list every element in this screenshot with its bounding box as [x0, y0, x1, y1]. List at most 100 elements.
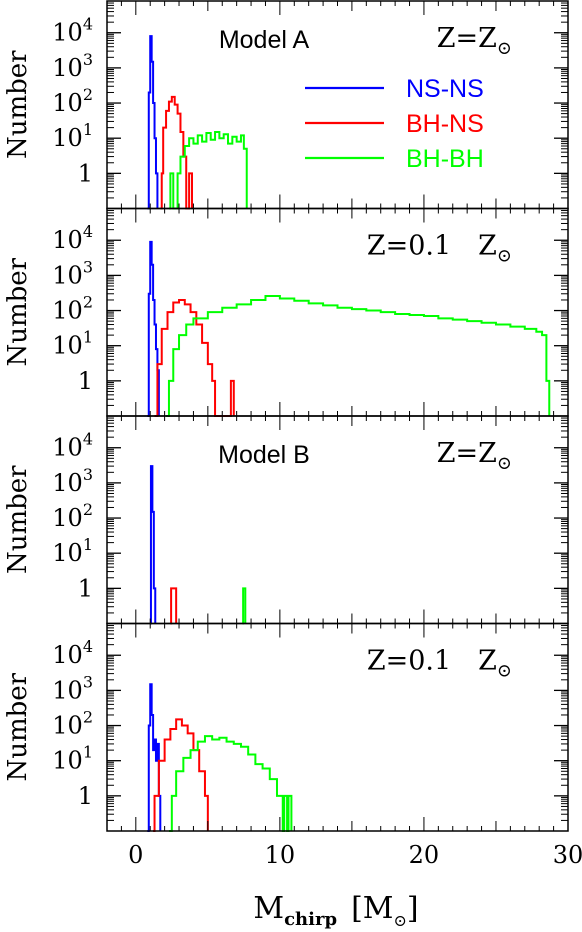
- y-axis-label: Number: [3, 465, 33, 574]
- y-axis-label: Number: [3, 672, 33, 781]
- legend-label-ns-ns: NS-NS: [406, 75, 484, 103]
- x-axis-label-unit-sun: ⊙: [393, 911, 406, 930]
- y-tick-label-exponent: 4: [83, 222, 93, 241]
- y-tick-label: 102: [52, 293, 93, 325]
- y-tick-label-base: 10: [52, 226, 83, 254]
- y-tick-label: 103: [52, 672, 93, 704]
- x-tick-label: 30: [553, 841, 582, 869]
- y-tick-label-exponent: 3: [83, 465, 93, 484]
- y-tick-label-base: 10: [52, 504, 83, 532]
- panel-frame-2: [106, 207, 569, 417]
- y-tick-label-base: 10: [52, 19, 83, 47]
- y-tick-label-exponent: 1: [83, 535, 93, 554]
- x-tick-label: 20: [409, 841, 440, 869]
- metallicity-label-text: Z=0.1 Z: [367, 231, 497, 262]
- y-tick-label-base: 10: [52, 124, 83, 152]
- metallicity-label-text: Z=Z: [437, 23, 497, 54]
- y-tick-label-base: 10: [52, 712, 83, 740]
- series-bh-ns-panel-1: [160, 95, 193, 210]
- y-tick-label: 101: [52, 328, 93, 360]
- metallicity-label-sun: ⊙: [497, 246, 512, 267]
- y-tick-label-base: 1: [78, 367, 93, 395]
- metallicity-label: Z=Z⊙: [437, 23, 512, 59]
- y-tick-label-base: 10: [52, 332, 83, 360]
- y-tick-label: 102: [52, 85, 93, 117]
- x-axis-label: Mchirp [M⊙]: [253, 891, 418, 930]
- y-tick-label-exponent: 1: [83, 743, 93, 762]
- y-tick-label-base: 10: [52, 641, 83, 669]
- y-tick-label: 104: [52, 222, 93, 254]
- y-tick-label-exponent: 2: [83, 708, 93, 727]
- y-tick-label: 103: [52, 50, 93, 82]
- y-tick-label: 103: [52, 465, 93, 497]
- metallicity-label-sun: ⊙: [497, 38, 512, 59]
- y-tick-label-base: 10: [52, 676, 83, 704]
- y-tick-label-exponent: 3: [83, 672, 93, 691]
- y-tick-label-base: 1: [78, 574, 93, 602]
- series-bh-bh-panel-2: [166, 294, 551, 417]
- y-tick-label: 1: [78, 782, 93, 810]
- y-tick-label: 104: [52, 637, 93, 669]
- metallicity-label: Z=Z⊙: [437, 438, 512, 474]
- x-tick-labels: 0 10 20 30: [128, 841, 582, 869]
- x-tick-label: 0: [128, 841, 143, 869]
- y-tick-label: 102: [52, 500, 93, 532]
- y-tick-label-base: 10: [52, 89, 83, 117]
- y-tick-label-exponent: 1: [83, 328, 93, 347]
- y-tick-label-base: 10: [52, 434, 83, 462]
- series-bh-ns-panel-4: [153, 718, 209, 832]
- y-tick-label: 102: [52, 708, 93, 740]
- metallicity-label-sun: ⊙: [497, 453, 512, 474]
- metallicity-label: Z=0.1 Z⊙: [367, 231, 512, 267]
- model-label: Model B: [218, 441, 310, 469]
- series-ns-ns-panel-1: [147, 35, 159, 210]
- y-tick-label: 104: [52, 430, 93, 462]
- y-tick-label: 103: [52, 257, 93, 289]
- y-tick-label-base: 10: [52, 297, 83, 325]
- model-label: Model A: [219, 26, 310, 54]
- y-tick-label: 1: [78, 159, 93, 187]
- y-tick-label: 101: [52, 120, 93, 152]
- y-tick-label-exponent: 2: [83, 85, 93, 104]
- x-axis-label-unit: [M: [351, 891, 393, 926]
- y-tick-label-exponent: 1: [83, 120, 93, 139]
- y-tick-label-base: 10: [52, 539, 83, 567]
- y-tick-label-base: 1: [78, 159, 93, 187]
- y-tick-label-base: 10: [52, 261, 83, 289]
- y-tick-label: 101: [52, 743, 93, 775]
- y-tick-label: 101: [52, 535, 93, 567]
- metallicity-label-sun: ⊙: [497, 661, 512, 682]
- y-tick-label-exponent: 3: [83, 257, 93, 276]
- series-bh-ns-panel-3: [170, 587, 178, 625]
- legend-label-bh-bh: BH-BH: [406, 145, 484, 173]
- y-tick-label-exponent: 4: [83, 430, 93, 449]
- x-axis-layer: Mchirp [M⊙]: [253, 891, 418, 930]
- y-tick-label-exponent: 3: [83, 50, 93, 69]
- series-ns-ns-panel-2: [147, 240, 160, 417]
- legend: NS-NS BH-NS BH-BH: [305, 75, 484, 173]
- y-tick-label: 1: [78, 574, 93, 602]
- y-tick-label: 104: [52, 15, 93, 47]
- series-bh-bh-panel-4: [168, 735, 293, 832]
- y-tick-label-base: 10: [52, 747, 83, 775]
- y-axis-label: Number: [3, 50, 33, 159]
- x-tick-label: 10: [265, 841, 296, 869]
- y-tick-label-base: 10: [52, 469, 83, 497]
- series-ns-ns-panel-3: [149, 465, 157, 625]
- y-tick-label: 1: [78, 367, 93, 395]
- y-tick-label-exponent: 2: [83, 500, 93, 519]
- series-ns-ns-panel-4: [147, 683, 162, 832]
- legend-label-bh-ns: BH-NS: [406, 110, 484, 138]
- metallicity-label-text: Z=0.1 Z: [367, 646, 497, 677]
- y-tick-label-base: 1: [78, 782, 93, 810]
- series-bh-bh-panel-1: [168, 131, 248, 210]
- series-bh-bh-panel-3: [242, 587, 247, 625]
- x-axis-label-main: M: [253, 891, 284, 926]
- y-tick-label-exponent: 4: [83, 15, 93, 34]
